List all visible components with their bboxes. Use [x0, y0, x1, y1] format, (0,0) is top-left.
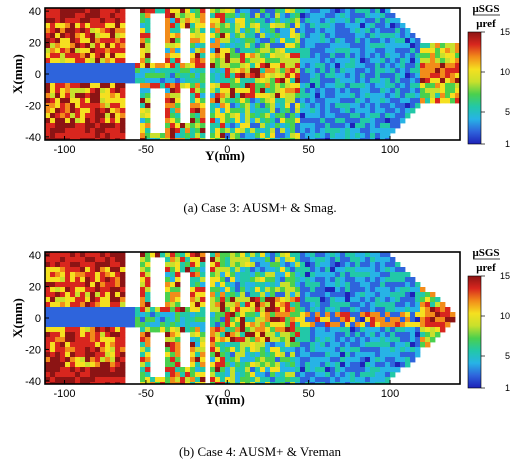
- colorbar-scale: [467, 275, 482, 389]
- x-axis-label: Y(mm): [205, 392, 245, 407]
- colorbar-numerator: μSGS: [472, 247, 499, 259]
- axis-ticks: -100 -50 0 50 100 40 20 0 -20 -40: [25, 250, 399, 400]
- y-tick-label: 20: [29, 38, 41, 50]
- y-tick-label: 20: [29, 282, 41, 294]
- x-tick-label: 50: [303, 388, 315, 400]
- colorbar-tick-label: 1: [505, 139, 510, 149]
- y-tick-label: -20: [25, 344, 41, 356]
- x-tick-label: 100: [381, 144, 399, 156]
- y-tick-label: -20: [25, 100, 41, 112]
- figure-panel-a: -100 -50 0 50 100 40 20 0 -20 -40 X(mm) Y(mm) μSG…: [0, 0, 520, 200]
- x-tick-label: -100: [54, 144, 76, 156]
- colorbar: μSGS μref 15 10 5 1: [467, 247, 510, 393]
- x-tick-label: 0: [224, 388, 230, 400]
- colorbar: μSGS μref 15 10 5 1: [467, 3, 510, 149]
- colorbar-tick-label: 5: [505, 351, 510, 361]
- sgs-viscosity-field: [45, 8, 460, 140]
- x-tick-label: 50: [303, 144, 315, 156]
- colorbar-denominator: μref: [476, 18, 496, 30]
- colorbar-tick-label: 15: [500, 27, 510, 37]
- colorbar-tick-label: 5: [505, 107, 510, 117]
- x-tick-label: 100: [381, 388, 399, 400]
- y-tick-label: 40: [29, 250, 41, 262]
- y-axis-label: X(mm): [10, 54, 25, 94]
- sgs-viscosity-field: [45, 252, 460, 384]
- colorbar-tick-label: 10: [500, 67, 510, 77]
- colorbar-tick-label: 15: [500, 271, 510, 281]
- y-tick-label: -40: [25, 132, 41, 144]
- y-tick-label: 40: [29, 6, 41, 18]
- x-tick-label: -50: [138, 388, 154, 400]
- colorbar-tick-label: 1: [505, 383, 510, 393]
- colorbar-scale: [467, 31, 482, 145]
- colorbar-numerator: μSGS: [472, 3, 499, 15]
- y-tick-label: -40: [25, 376, 41, 388]
- colorbar-denominator: μref: [476, 262, 496, 274]
- y-axis-label: X(mm): [10, 298, 25, 338]
- y-tick-label: 0: [35, 313, 41, 325]
- caption-a: (a) Case 3: AUSM+ & Smag.: [183, 200, 337, 215]
- contour-plot-b: -100 -50 0 50 100 40 20 0 -20 -40 X(mm) Y(mm) μSG…: [10, 247, 510, 407]
- x-tick-label: 0: [224, 144, 230, 156]
- y-tick-label: 0: [35, 69, 41, 81]
- figure-panel-b: -100 -50 0 50 100 40 20 0 -20 -40 X(mm) Y(mm) μSG…: [0, 244, 520, 444]
- x-axis-label: Y(mm): [205, 148, 245, 163]
- contour-plot-a: -100 -50 0 50 100 40 20 0 -20 -40 X(mm) Y(mm) μSG…: [10, 3, 510, 163]
- x-tick-label: -100: [54, 388, 76, 400]
- axis-ticks: -100 -50 0 50 100 40 20 0 -20 -40: [25, 6, 399, 156]
- colorbar-tick-label: 10: [500, 311, 510, 321]
- x-tick-label: -50: [138, 144, 154, 156]
- caption-b: (b) Case 4: AUSM+ & Vreman: [179, 444, 341, 459]
